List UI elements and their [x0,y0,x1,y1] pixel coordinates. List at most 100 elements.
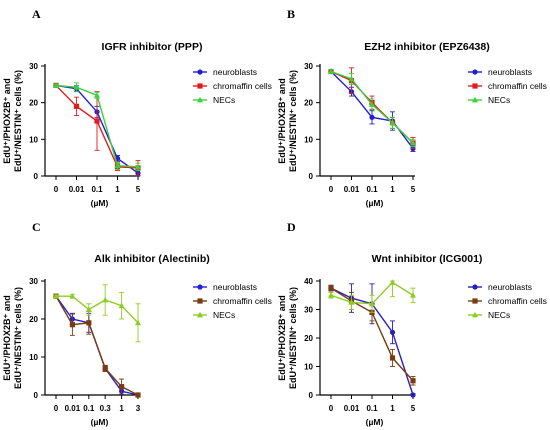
legend-label: NECs [488,95,510,105]
legend-marker [197,96,203,103]
legend-label: neuroblasts [488,282,532,292]
x-tick-label: 5 [136,185,141,194]
data-point [328,285,334,291]
data-point [114,162,121,169]
panel-letter: A [32,7,41,21]
series-necs [53,284,141,343]
data-point [86,320,92,326]
data-point [410,392,416,398]
x-tick-label: 5 [411,404,416,413]
y-tick-label: 10 [29,353,38,362]
data-point [410,378,416,384]
data-point [328,292,334,298]
data-point [135,163,141,170]
data-point [53,293,59,299]
legend-marker [472,284,478,290]
x-tick-label: 0.01 [65,404,81,413]
legend-marker [197,83,203,89]
x-axis-label: (µM) [366,198,384,208]
x-tick-label: 0 [329,404,334,413]
data-point [118,302,125,309]
data-point [102,365,108,371]
data-point [410,292,416,298]
x-tick-label: 1 [119,404,124,413]
legend-label: chromaffin cells [213,81,272,91]
x-tick-label: 0.1 [91,185,103,194]
data-point [348,75,355,82]
y-tick-label: 30 [29,62,38,71]
x-tick-label: 0.1 [366,404,378,413]
data-point [119,384,125,390]
x-tick-label: 0.01 [344,404,360,413]
y-tick-label: 40 [304,277,313,286]
x-axis-label: (µM) [91,417,109,427]
x-tick-label: 0.3 [100,404,112,413]
legend-label: chromaffin cells [488,81,547,91]
data-point [389,279,396,285]
y-tick-label: 10 [304,135,313,144]
chart-title: EZH2 inhibitor (EPZ6438) [364,41,489,53]
y-tick-label: 20 [29,99,38,108]
legend-label: chromaffin cells [488,296,547,306]
y-tick-label: 30 [29,277,38,286]
panel-letter: D [287,220,296,234]
data-point [94,92,100,98]
data-point [53,82,59,88]
chart-title: Alk inhibitor (Alectinib) [94,253,210,265]
legend-label: NECs [488,310,510,320]
data-point [369,300,375,307]
series-necs [53,82,141,171]
series-necs [328,68,416,148]
x-tick-label: 1 [390,185,395,194]
data-point [369,114,375,120]
chart-title: Wnt inhibitor (ICG001) [372,253,483,265]
y-tick-label: 30 [304,306,313,315]
legend-marker [197,284,203,290]
x-tick-label: 0 [329,185,334,194]
series-necs [328,279,416,313]
y-tick-label: 20 [304,334,313,343]
legend-marker [197,69,203,75]
y-tick-label: 0 [309,391,314,400]
chart-panel-c: C Alk inhibitor (Alectinib) EdU⁺/PHOX2B⁺ a… [2,220,272,427]
x-tick-label: 0.1 [366,185,378,194]
y-tick-label: 20 [29,315,38,324]
data-point [389,329,396,335]
series-line [56,295,139,324]
x-tick-label: 0.01 [69,185,85,194]
x-tick-label: 1 [115,185,120,194]
data-point [410,139,416,146]
legend-marker [472,311,478,318]
series-line [55,295,139,396]
legend-label: neuroblasts [488,67,532,77]
y-tick-label: 30 [304,62,313,71]
x-tick-label: 1 [390,404,395,413]
data-point [73,103,80,109]
legend-marker [472,69,478,75]
y-axis-label-line-2: EdU⁺/NESTIN⁺ cells (%) [288,287,298,389]
data-point [85,306,92,312]
x-axis-label: (µM) [366,417,384,427]
data-point [369,101,375,107]
data-point [69,293,76,299]
data-point [135,319,141,326]
y-axis-label-line-1: EdU⁺/PHOX2B⁺ and [2,78,12,164]
panel-letter: C [32,220,41,234]
y-axis-label-line-1: EdU⁺/PHOX2B⁺ and [277,295,287,381]
x-tick-label: 0 [54,185,59,194]
data-point [348,299,355,305]
y-tick-label: 20 [304,99,313,108]
y-axis-label-line-2: EdU⁺/NESTIN⁺ cells (%) [288,70,298,172]
x-axis-label: (µM) [91,198,109,208]
chart-panel-b: B EZH2 inhibitor (EPZ6438) EdU⁺/PHOX2B⁺ an… [277,7,547,208]
legend-marker [472,83,478,89]
panel-letter: B [287,7,295,21]
legend-label: NECs [213,310,235,320]
y-tick-label: 0 [34,172,39,181]
x-tick-label: 3 [136,404,141,413]
data-point [102,296,109,303]
x-tick-label: 0.01 [344,185,360,194]
x-tick-label: 5 [411,185,416,194]
data-point [94,118,100,124]
legend-marker [472,298,478,304]
